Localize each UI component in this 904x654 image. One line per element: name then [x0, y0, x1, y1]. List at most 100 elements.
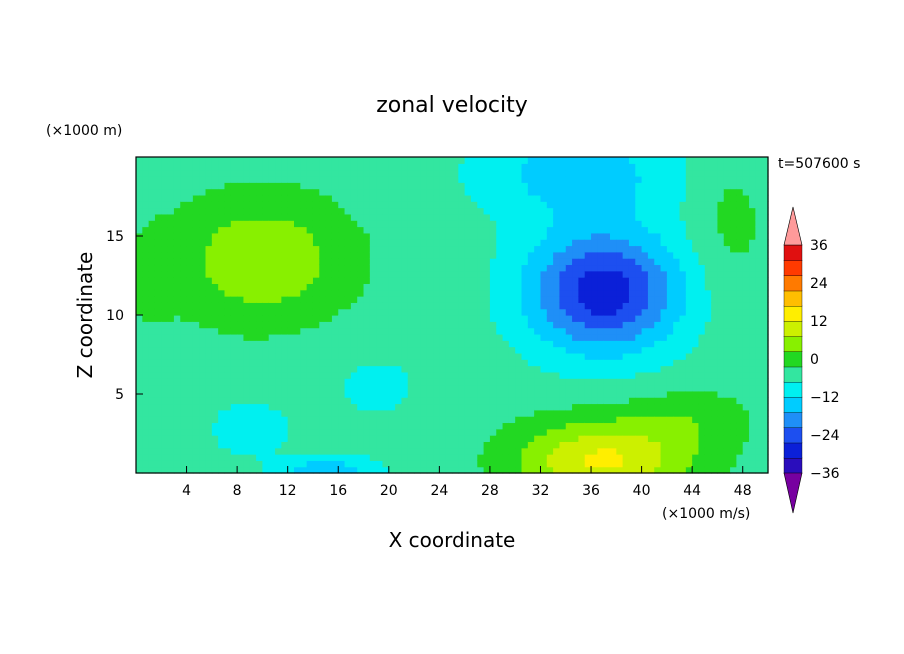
contour-cell — [136, 245, 143, 253]
contour-cell — [173, 409, 181, 417]
contour-cell — [445, 169, 453, 177]
contour-cell — [736, 296, 744, 303]
contour-cell — [489, 289, 497, 297]
contour-cell — [433, 441, 440, 449]
contour-cell — [534, 289, 542, 297]
contour-cell — [692, 264, 700, 272]
contour-cell — [173, 441, 181, 449]
contour-cell — [243, 327, 251, 335]
contour-cell — [331, 390, 339, 398]
contour-cell — [199, 321, 207, 329]
contour-cell — [230, 258, 238, 266]
contour-cell — [660, 315, 668, 322]
contour-cell — [205, 403, 213, 411]
contour-cell — [553, 264, 561, 272]
contour-cell — [553, 188, 561, 196]
contour-cell — [192, 346, 200, 354]
contour-cell — [357, 264, 365, 272]
contour-cell — [489, 416, 497, 424]
contour-cell — [281, 371, 289, 379]
contour-cell — [192, 397, 200, 405]
contour-cell — [622, 352, 630, 360]
contour-cell — [761, 264, 769, 272]
contour-cell — [730, 188, 737, 196]
contour-cell — [565, 308, 573, 316]
contour-cell — [628, 270, 636, 278]
contour-cell — [584, 397, 592, 405]
contour-cell — [154, 194, 162, 202]
contour-cell — [635, 321, 643, 329]
contour-cell — [660, 403, 668, 411]
contour-cell — [603, 226, 611, 234]
contour-cell — [148, 403, 156, 411]
contour-cell — [698, 409, 706, 417]
contour-cell — [300, 308, 308, 316]
contour-cell — [426, 302, 434, 310]
contour-cell — [180, 454, 188, 461]
contour-cell — [521, 251, 529, 259]
contour-cell — [730, 403, 737, 411]
contour-cell — [704, 435, 712, 442]
contour-cell — [534, 283, 542, 291]
contour-cell — [136, 258, 143, 266]
contour-cell — [736, 308, 744, 316]
contour-cell — [148, 220, 156, 228]
contour-cell — [376, 416, 384, 424]
contour-cell — [553, 194, 561, 202]
contour-cell — [654, 188, 662, 196]
contour-cell — [325, 245, 333, 253]
contour-cell — [173, 245, 181, 253]
contour-cell — [357, 201, 365, 209]
contour-cell — [325, 226, 333, 234]
contour-cell — [350, 194, 358, 202]
contour-cell — [527, 321, 535, 329]
contour-cell — [275, 340, 282, 348]
contour-cell — [338, 435, 346, 442]
contour-cell — [717, 245, 725, 253]
contour-cell — [369, 359, 377, 367]
contour-cell — [452, 409, 459, 417]
contour-cell — [350, 352, 358, 360]
contour-cell — [306, 454, 314, 461]
contour-cell — [534, 416, 542, 424]
contour-cell — [224, 182, 232, 190]
contour-cell — [420, 466, 428, 474]
contour-cell — [628, 163, 636, 171]
contour-cell — [199, 308, 207, 316]
contour-cell — [730, 207, 737, 215]
contour-cell — [382, 175, 390, 183]
contour-cell — [331, 460, 339, 468]
contour-cell — [749, 384, 756, 392]
contour-cell — [553, 390, 561, 398]
contour-cell — [357, 403, 365, 411]
contour-cell — [420, 157, 428, 164]
contour-cell — [350, 321, 358, 329]
contour-cell — [521, 169, 529, 177]
contour-cell — [749, 403, 756, 411]
contour-cell — [704, 403, 712, 411]
contour-cell — [350, 201, 358, 209]
contour-cell — [407, 245, 415, 253]
contour-cell — [711, 352, 719, 360]
contour-cell — [369, 460, 377, 468]
contour-cell — [711, 308, 719, 316]
contour-cell — [717, 201, 725, 209]
contour-cell — [692, 182, 700, 190]
contour-cell — [730, 460, 737, 468]
contour-cell — [730, 283, 737, 291]
contour-cell — [711, 460, 719, 468]
contour-cell — [723, 207, 731, 215]
contour-cell — [534, 251, 542, 259]
contour-cell — [641, 454, 649, 461]
contour-cell — [445, 441, 453, 449]
contour-cell — [755, 359, 763, 367]
contour-cell — [515, 359, 523, 367]
contour-cell — [363, 308, 371, 316]
contour-cell — [218, 441, 226, 449]
contour-cell — [559, 302, 567, 310]
contour-cell — [325, 213, 333, 221]
contour-cell — [426, 371, 434, 379]
contour-cell — [218, 283, 226, 291]
contour-cell — [502, 447, 510, 455]
contour-cell — [420, 352, 428, 360]
